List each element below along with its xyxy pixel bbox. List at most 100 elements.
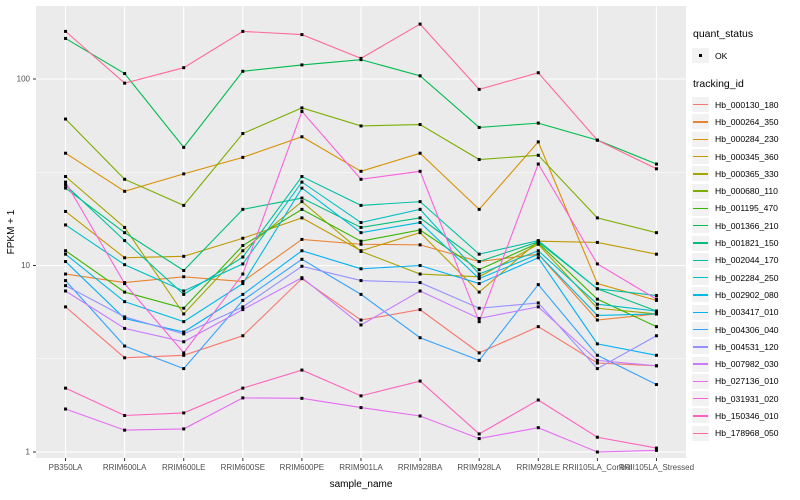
data-point [477,260,481,264]
data-point [123,81,127,85]
data-point [359,323,363,327]
data-point [64,223,68,227]
data-point [64,209,68,213]
data-point [300,368,304,372]
data-point [595,306,599,310]
data-point [654,312,658,316]
legend-entry-Hb_000345_360: Hb_000345_360 [692,148,798,165]
legend-entry-label: Hb_000345_360 [715,151,779,162]
x-tick-label: RRIM600PE [280,463,324,472]
data-point [300,106,304,110]
data-point [241,298,245,302]
legend-entry-Hb_001195_470: Hb_001195_470 [692,200,798,217]
data-point [64,36,68,40]
data-point [182,320,186,324]
data-point [418,336,422,340]
data-point [123,225,127,229]
legend-entry-Hb_150346_010: Hb_150346_010 [692,407,798,424]
legend-entry-label: Hb_031931_020 [715,393,779,404]
series-color-key-icon [692,304,709,320]
data-point [123,231,127,235]
data-point [359,292,363,296]
legend-entry-label: Hb_000264_350 [715,116,779,127]
data-point [654,353,658,357]
series-color-key-icon [692,252,709,268]
legend-entry-Hb_004306_040: Hb_004306_040 [692,321,798,338]
data-point [477,282,481,286]
data-point [418,123,422,127]
data-point [123,256,127,260]
data-point [418,228,422,232]
data-point [654,325,658,329]
data-point [64,386,68,390]
data-point [241,396,245,400]
legend-entry-label: Hb_001195_470 [715,203,778,214]
data-point [182,269,186,273]
data-point [64,186,68,190]
data-point [477,351,481,355]
data-point [595,302,599,306]
data-point [418,379,422,383]
data-point [418,22,422,26]
data-point [418,74,422,78]
data-point [477,272,481,276]
x-tick-label: RRIM928LA [457,463,501,472]
data-point [418,216,422,220]
data-point [182,203,186,207]
data-point [359,239,363,243]
legend-entry-label: Hb_002044_170 [715,255,779,266]
legend-entry-label: Hb_027136_010 [715,376,779,387]
legend-spacer [692,65,798,78]
data-point [182,330,186,334]
legend-entry-Hb_001366_210: Hb_001366_210 [692,217,798,234]
data-point [359,249,363,253]
data-point [64,284,68,288]
data-point [536,256,540,260]
data-point [300,186,304,190]
data-point [418,169,422,173]
data-point [595,138,599,142]
data-point [654,448,658,452]
legend-entry-Hb_000130_180: Hb_000130_180 [692,96,798,113]
tracking-id-legend-entries: Hb_000130_180 Hb_000264_350 Hb_000284_230 H… [692,96,798,442]
data-point [654,334,658,338]
data-point [241,305,245,309]
data-point [123,282,127,286]
data-point [536,426,540,430]
data-point [300,109,304,113]
series-color-key-icon [692,149,709,165]
data-point [64,180,68,184]
legend-entry-Hb_007982_030: Hb_007982_030 [692,355,798,372]
data-point [359,169,363,173]
data-point [64,260,68,264]
data-point [418,414,422,418]
legend-entry-Hb_004531_120: Hb_004531_120 [692,338,798,355]
data-point [241,29,245,33]
series-color-key-icon [692,339,709,355]
data-point [300,396,304,400]
tracking-id-legend-title: tracking_id [693,78,744,90]
chart-legend: quant_status OK tracking_id Hb_000130_18… [692,28,798,442]
data-point [477,277,481,281]
data-point [123,300,127,304]
data-point [123,356,127,360]
data-point [182,332,186,336]
data-point [477,207,481,211]
legend-entry-Hb_027136_010: Hb_027136_010 [692,373,798,390]
series-color-key-icon [692,270,709,286]
data-point [418,200,422,204]
data-point [123,263,127,267]
legend-entry-label: Hb_150346_010 [715,410,779,421]
data-point [182,145,186,149]
legend-entry-Hb_002284_250: Hb_002284_250 [692,269,798,286]
data-point [64,249,68,253]
data-point [477,316,481,320]
data-point [654,294,658,298]
legend-entry-Hb_001821_150: Hb_001821_150 [692,234,798,251]
legend-entry-Hb_003417_010: Hb_003417_010 [692,304,798,321]
data-point [241,262,245,266]
series-color-key-icon [692,200,709,216]
data-point [359,225,363,229]
x-axis-title: sample_name [330,479,393,490]
